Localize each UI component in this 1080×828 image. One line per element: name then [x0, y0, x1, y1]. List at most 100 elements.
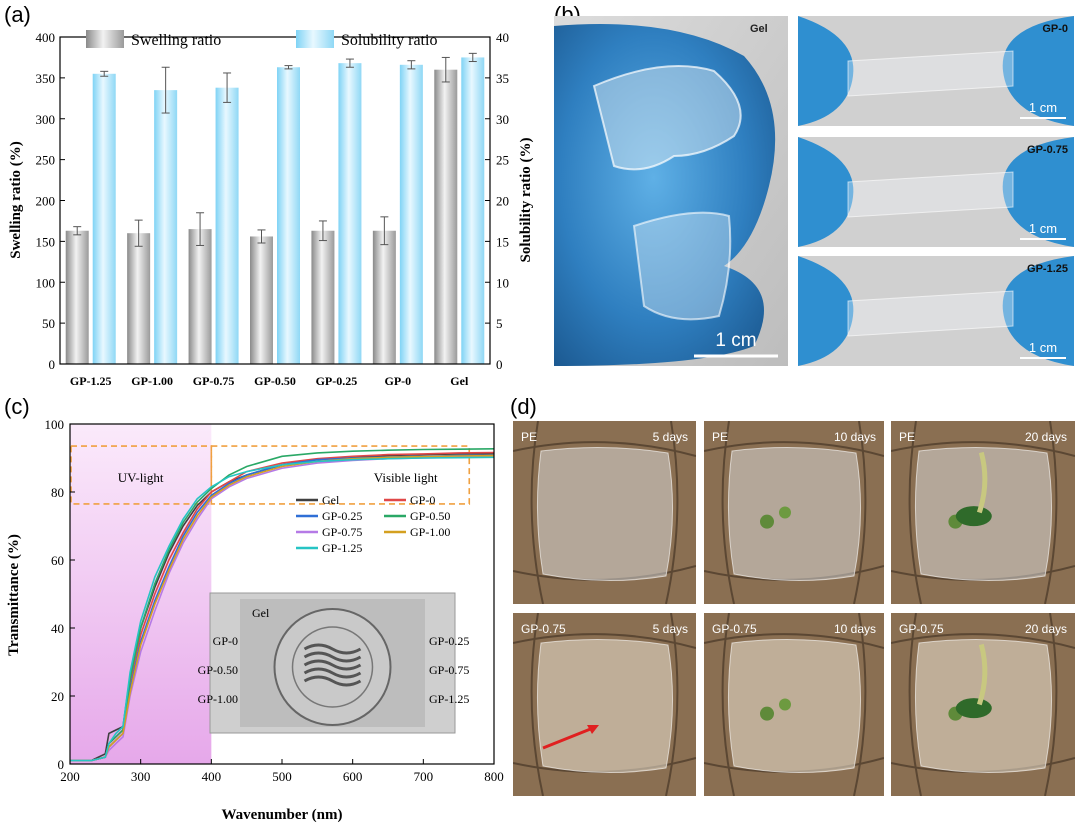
left-glove: [798, 137, 854, 247]
film-stretch-photo: GP-0 1 cm: [798, 16, 1074, 126]
time-label: 20 days: [1025, 430, 1067, 444]
soil-photo: PE 10 days: [704, 421, 884, 604]
y2-tick-label: 25: [496, 153, 509, 168]
y-tick-label: 40: [51, 621, 64, 636]
panel-label-a: (a): [4, 2, 31, 27]
bar-swelling-GP-1.00: [127, 233, 151, 364]
soil-photo: PE 20 days: [891, 421, 1075, 604]
visible-light-label: Visible light: [374, 470, 438, 485]
legend-label: GP-0.25: [322, 509, 362, 523]
y-axis-label-left: Swelling ratio (%): [8, 141, 24, 259]
x-tick-label: GP-1.00: [131, 374, 173, 388]
y2-tick-label: 5: [496, 316, 503, 331]
c-y-axis-label: Transmittance (%): [6, 534, 22, 656]
logo-wave: [303, 659, 362, 671]
x-tick-label: 600: [343, 769, 363, 784]
uv-box: [70, 445, 213, 505]
x-tick-label: 800: [484, 769, 504, 784]
film-cover: [727, 446, 862, 582]
legend-swelling-label: Swelling ratio: [131, 32, 221, 49]
y-tick-label: 150: [36, 234, 56, 249]
time-label: 20 days: [1025, 622, 1067, 636]
x-tick-label: GP-1.25: [70, 374, 112, 388]
legend-solubility-swatch: [296, 30, 334, 48]
x-tick-label: 400: [202, 769, 222, 784]
y-tick-label: 60: [51, 553, 64, 568]
y-tick-label: 50: [42, 316, 55, 331]
logo-wave: [303, 643, 362, 655]
y-tick-label: 20: [51, 689, 64, 704]
bar-solubility-GP-1.00: [154, 90, 178, 364]
series-line-GP-1.00: [70, 454, 495, 762]
bar-swelling-GP-0.75: [188, 229, 212, 364]
strip-scale: 1 cm: [1029, 100, 1057, 115]
legend-swelling-swatch: [86, 30, 124, 48]
y-tick-label: 400: [36, 30, 56, 45]
c-x-axis-label: Wavenumber (nm): [222, 807, 343, 823]
soil-cracks: [704, 421, 884, 604]
film-cover: [536, 638, 674, 774]
soil-cracks: [891, 421, 1075, 604]
visible-box: [210, 445, 471, 505]
y2-tick-label: 0: [496, 357, 503, 372]
inset-right-label: GP-1.25: [429, 692, 469, 706]
time-label: 10 days: [834, 430, 876, 444]
inset-right-label: GP-0.75: [429, 663, 469, 677]
series-line-Gel: [70, 452, 495, 762]
bar-swelling-GP-1.25: [65, 230, 89, 364]
y-tick-label: 0: [49, 357, 56, 372]
x-tick-label: Gel: [450, 374, 469, 388]
film-stretch-photo: GP-1.25 1 cm: [798, 256, 1074, 366]
inset-right-label: GP-0.25: [429, 634, 469, 648]
gel-film-top: [592, 65, 742, 171]
x-tick-label: GP-0.50: [254, 374, 296, 388]
panel-label-c: (c): [4, 394, 30, 419]
y-tick-label: 0: [58, 757, 65, 772]
x-tick-label: 200: [60, 769, 80, 784]
film-label: GP-0.75: [899, 622, 944, 636]
film-label: PE: [899, 430, 915, 444]
y-tick-label: 300: [36, 112, 56, 127]
chart-a-legend: Swelling ratio Solubility ratio: [86, 30, 437, 49]
x-tick-label: 700: [414, 769, 434, 784]
bar-solubility-GP-0.50: [277, 67, 300, 364]
y-tick-label: 200: [36, 194, 56, 209]
y-axis-label-right: Solubility ratio (%): [518, 137, 534, 262]
legend-label: GP-0: [410, 493, 435, 507]
bar-swelling-GP-0.25: [311, 230, 335, 364]
legend-label: GP-0.50: [410, 509, 450, 523]
transmittance-chart: UV-light Visible light Gel GP-0 GP-0.50 GP-1.…: [6, 417, 504, 823]
photo-gel-label: Gel: [750, 23, 768, 35]
gel-photo: Gel 1 cm: [554, 16, 788, 366]
film-cover: [536, 446, 674, 582]
time-label: 10 days: [834, 622, 876, 636]
bar-swelling-Gel: [434, 69, 458, 364]
chart-a-frame: [59, 36, 491, 365]
y-tick-label: 100: [45, 417, 65, 432]
strip-label: GP-0: [1042, 23, 1068, 35]
x-tick-label: GP-0.25: [316, 374, 358, 388]
time-label: 5 days: [653, 430, 688, 444]
x-tick-label: 500: [272, 769, 292, 784]
y2-tick-label: 40: [496, 30, 509, 45]
legend-label: GP-1.25: [322, 541, 362, 555]
strip-scale: 1 cm: [1029, 340, 1057, 355]
bar-swelling-GP-0: [372, 230, 396, 364]
soil-photo: PE 5 days: [513, 421, 696, 604]
panel-label-d: (d): [510, 394, 537, 419]
inset-left-label: GP-0.50: [198, 663, 238, 677]
strip-scale: 1 cm: [1029, 221, 1057, 236]
legend-solubility-label: Solubility ratio: [341, 32, 437, 49]
stretched-film: [847, 50, 1014, 97]
soil-cracks: [513, 421, 696, 604]
film-label: PE: [521, 430, 537, 444]
inset-left-label: GP-0: [213, 634, 238, 648]
film-label: PE: [712, 430, 728, 444]
right-glove: [1002, 16, 1074, 126]
legend-label: GP-0.75: [322, 525, 362, 539]
bar-swelling-GP-0.50: [250, 236, 273, 364]
university-logo: [273, 608, 392, 726]
left-glove: [798, 256, 854, 366]
logo-wave: [303, 667, 362, 679]
bar-solubility-GP-0.25: [338, 63, 362, 364]
